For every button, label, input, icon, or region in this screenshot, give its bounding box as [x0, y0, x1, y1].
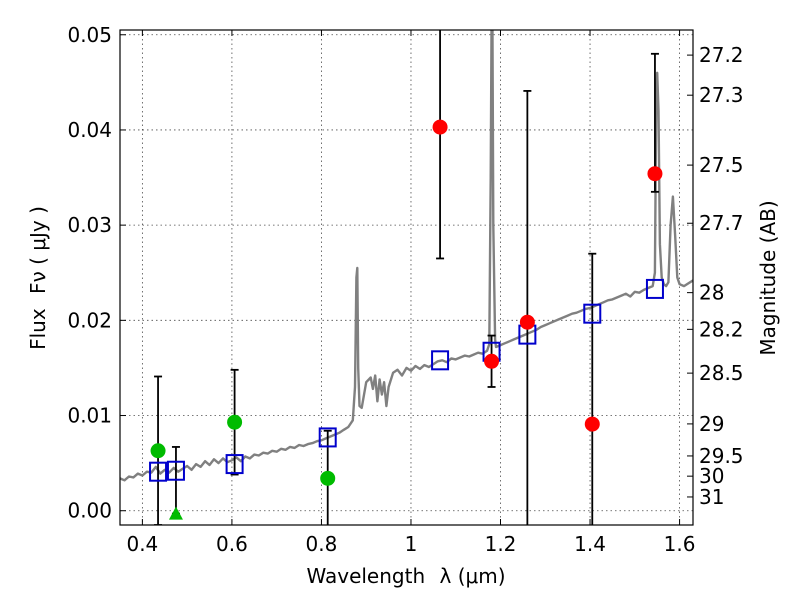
x-tick-label: 0.6 — [216, 532, 248, 556]
model-band-square — [583, 303, 602, 324]
mag-tick-label: 31 — [699, 485, 724, 509]
x-tick-label: 0.8 — [306, 532, 338, 556]
x-axis-label-text: Wavelength — [306, 564, 425, 588]
x-tick-label: 0.4 — [126, 532, 158, 556]
y-tick-label: 0.05 — [67, 23, 112, 47]
y-tick-label: 0.02 — [67, 308, 112, 332]
observed-point — [484, 353, 500, 369]
y-tick-label: 0.01 — [67, 404, 112, 428]
mag-tick-label: 28 — [699, 281, 724, 305]
x-axis-label-symbol: λ (μm) — [440, 564, 506, 588]
plot-frame — [119, 29, 694, 526]
y-tick-label: 0.03 — [67, 213, 112, 237]
y-tick-label: 0.00 — [67, 499, 112, 523]
y-axis-label: Flux Fν ( μJy ) — [26, 206, 50, 350]
mag-tick-label: 27.5 — [699, 153, 744, 177]
x-tick-label: 1.2 — [485, 532, 517, 556]
x-tick-label: 1.4 — [574, 532, 606, 556]
y-tick-label: 0.04 — [67, 118, 112, 142]
model-band-square — [225, 454, 244, 475]
y-axis-label-text: Flux — [26, 308, 50, 350]
model-band-square — [318, 427, 337, 448]
observed-point — [519, 314, 535, 330]
model-band-square — [149, 461, 168, 482]
mag-tick-label: 27.3 — [699, 83, 744, 107]
observed-point — [647, 166, 663, 182]
mag-tick-label: 30 — [699, 464, 724, 488]
mag-tick-label: 28.2 — [699, 317, 744, 341]
observed-point — [432, 119, 448, 135]
right-axis-label: Magnitude (AB) — [756, 200, 780, 355]
model-band-square — [166, 460, 185, 481]
grid-layer — [120, 30, 693, 525]
plot-layer — [120, 30, 693, 525]
observed-point — [584, 416, 600, 432]
x-tick-label: 1.6 — [664, 532, 696, 556]
model-sed-line — [120, 30, 693, 482]
x-axis-label: Wavelength λ (μm) — [306, 564, 505, 588]
observed-point — [227, 414, 243, 430]
mag-tick-label: 27.2 — [699, 43, 744, 67]
tick-layer: 0.4 0.6 0.8 1 1.2 1.4 1.6 0.00 0.01 0.02 0.03 0.04 0… — [67, 23, 743, 556]
mag-tick-label: 29 — [699, 412, 724, 436]
y-axis-label-symbol: Fν ( μJy ) — [26, 206, 50, 294]
upper-limit-triangle — [168, 506, 183, 520]
mag-tick-label: 28.5 — [699, 361, 744, 385]
model-band-square — [645, 278, 664, 299]
x-tick-label: 1 — [405, 532, 418, 556]
mag-tick-label: 27.7 — [699, 211, 744, 235]
observed-point — [150, 443, 166, 459]
observed-point — [320, 470, 336, 486]
model-band-square — [431, 350, 450, 371]
mag-tick-label: 29.5 — [699, 444, 744, 468]
